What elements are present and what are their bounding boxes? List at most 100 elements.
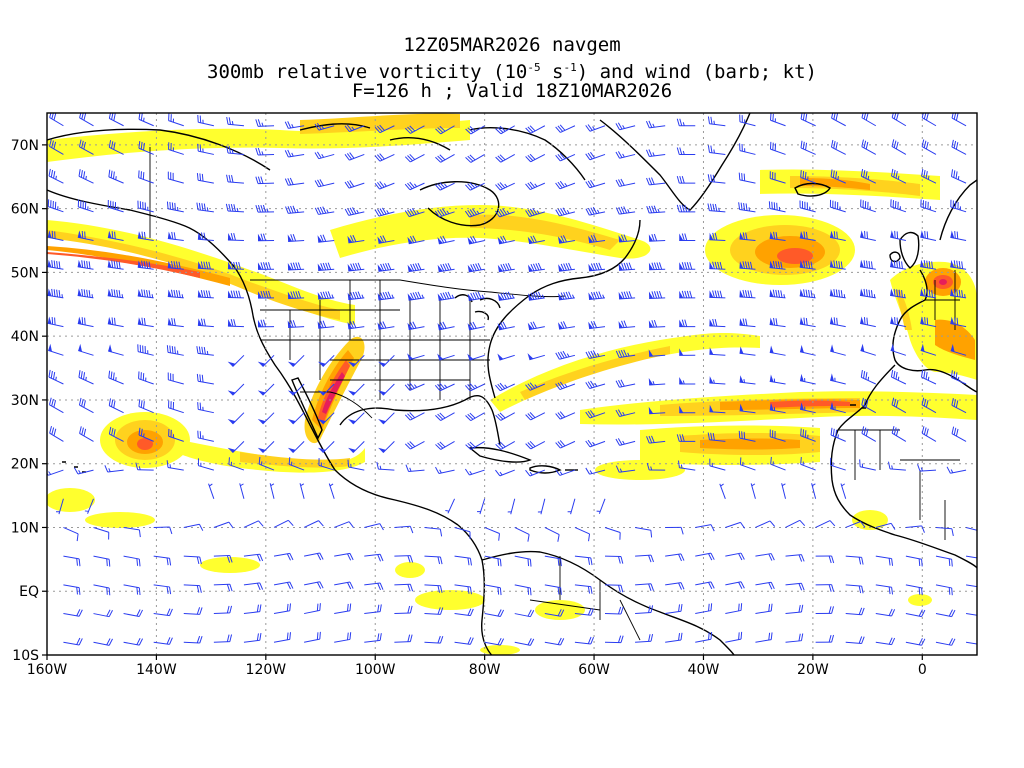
wind-barb [304,552,324,561]
wind-barb [317,234,335,243]
wind-barb [79,426,94,442]
wind-barb [890,343,907,356]
wind-barb [891,139,907,155]
wind-barb [769,374,786,385]
wind-barb [738,430,756,442]
wind-barb [739,261,756,270]
wind-barb [555,350,576,360]
wind-barb [123,555,141,567]
wind-barb [555,469,576,476]
wind-barb [48,343,64,356]
wind-barb [676,204,696,213]
wind-barb [495,412,515,421]
wind-barb [755,581,775,590]
wind-barb [646,462,666,471]
wind-barb [725,631,743,643]
wind-barb [317,412,335,425]
wind-barb [208,483,215,499]
coast-hudson [419,181,500,227]
wind-barb [374,181,395,190]
wind-barb [347,291,365,301]
wind-barb [525,440,546,450]
wind-barb [196,346,214,356]
wind-barb [285,205,305,214]
wind-barb [108,398,124,414]
wind-barb [197,458,214,471]
wind-barb [709,404,726,414]
wind-barb [153,526,173,535]
wind-barb [695,603,713,615]
wind-barb [227,319,244,328]
wind-barb [525,207,545,218]
wind-barb [725,521,746,529]
wind-barb [434,182,455,191]
wind-barb [604,555,624,564]
wind-barb [257,233,275,242]
wind-barb [646,205,666,214]
wind-barb [888,461,906,471]
wind-barb [695,524,715,532]
wind-barb [525,181,546,191]
wind-barb [304,581,324,589]
coast-british-isles [889,231,920,269]
vort-band-atlantic-subtropical [490,333,760,412]
wind-barb [284,121,305,129]
wind-barb [739,143,756,155]
wind-barb [588,262,606,272]
wind-barb [739,318,756,328]
wind-barb [965,613,977,616]
wind-barb [287,441,305,454]
wind-barb [679,262,696,270]
wind-barb [404,412,425,421]
wind-barb [135,462,154,471]
wind-barb [585,467,606,475]
wind-barb [920,230,937,242]
wind-barb [585,439,606,448]
wind-barb [378,383,395,396]
wind-barb [334,581,354,590]
wind-barb [679,319,696,328]
wind-barb [213,521,234,529]
wind-barb [861,139,877,155]
wind-barb [769,429,786,442]
wind-barb [467,262,485,273]
wind-barb [437,353,455,361]
wind-barb [585,350,606,359]
wind-barb [49,426,64,442]
title-exp-2: -1 [563,61,577,74]
wind-barb [273,581,294,590]
wind-barb [695,631,713,643]
wind-barb [800,457,816,471]
wind-barb [93,609,113,618]
wind-barb [243,553,264,562]
wind-barb [596,498,606,514]
wind-barb [287,320,305,329]
wind-barb [920,316,937,328]
wind-barb [304,631,321,643]
wind-barb [739,457,756,471]
wind-barb [227,232,244,242]
wind-barb [768,201,786,213]
wind-barb [497,291,515,301]
wind-barb [497,262,515,273]
wind-barb [495,382,515,392]
x-tick-label: 100W [355,662,396,678]
wind-barb [107,200,124,213]
wind-barb [404,382,425,391]
wind-barb [166,201,184,213]
wind-barb [227,354,245,367]
wind-barb [137,289,154,299]
wind-barb [755,632,773,643]
wind-barb [829,457,846,471]
wind-barb [648,377,666,386]
wind-barb [679,348,696,356]
wind-barb [348,383,365,396]
wind-barb [138,140,154,155]
wind-barb [557,235,575,244]
wind-barb [950,230,967,242]
wind-barb [166,345,184,356]
wind-barb [769,345,786,356]
wind-barb [558,262,575,272]
wind-barb [604,526,621,540]
wind-barb [467,291,485,301]
